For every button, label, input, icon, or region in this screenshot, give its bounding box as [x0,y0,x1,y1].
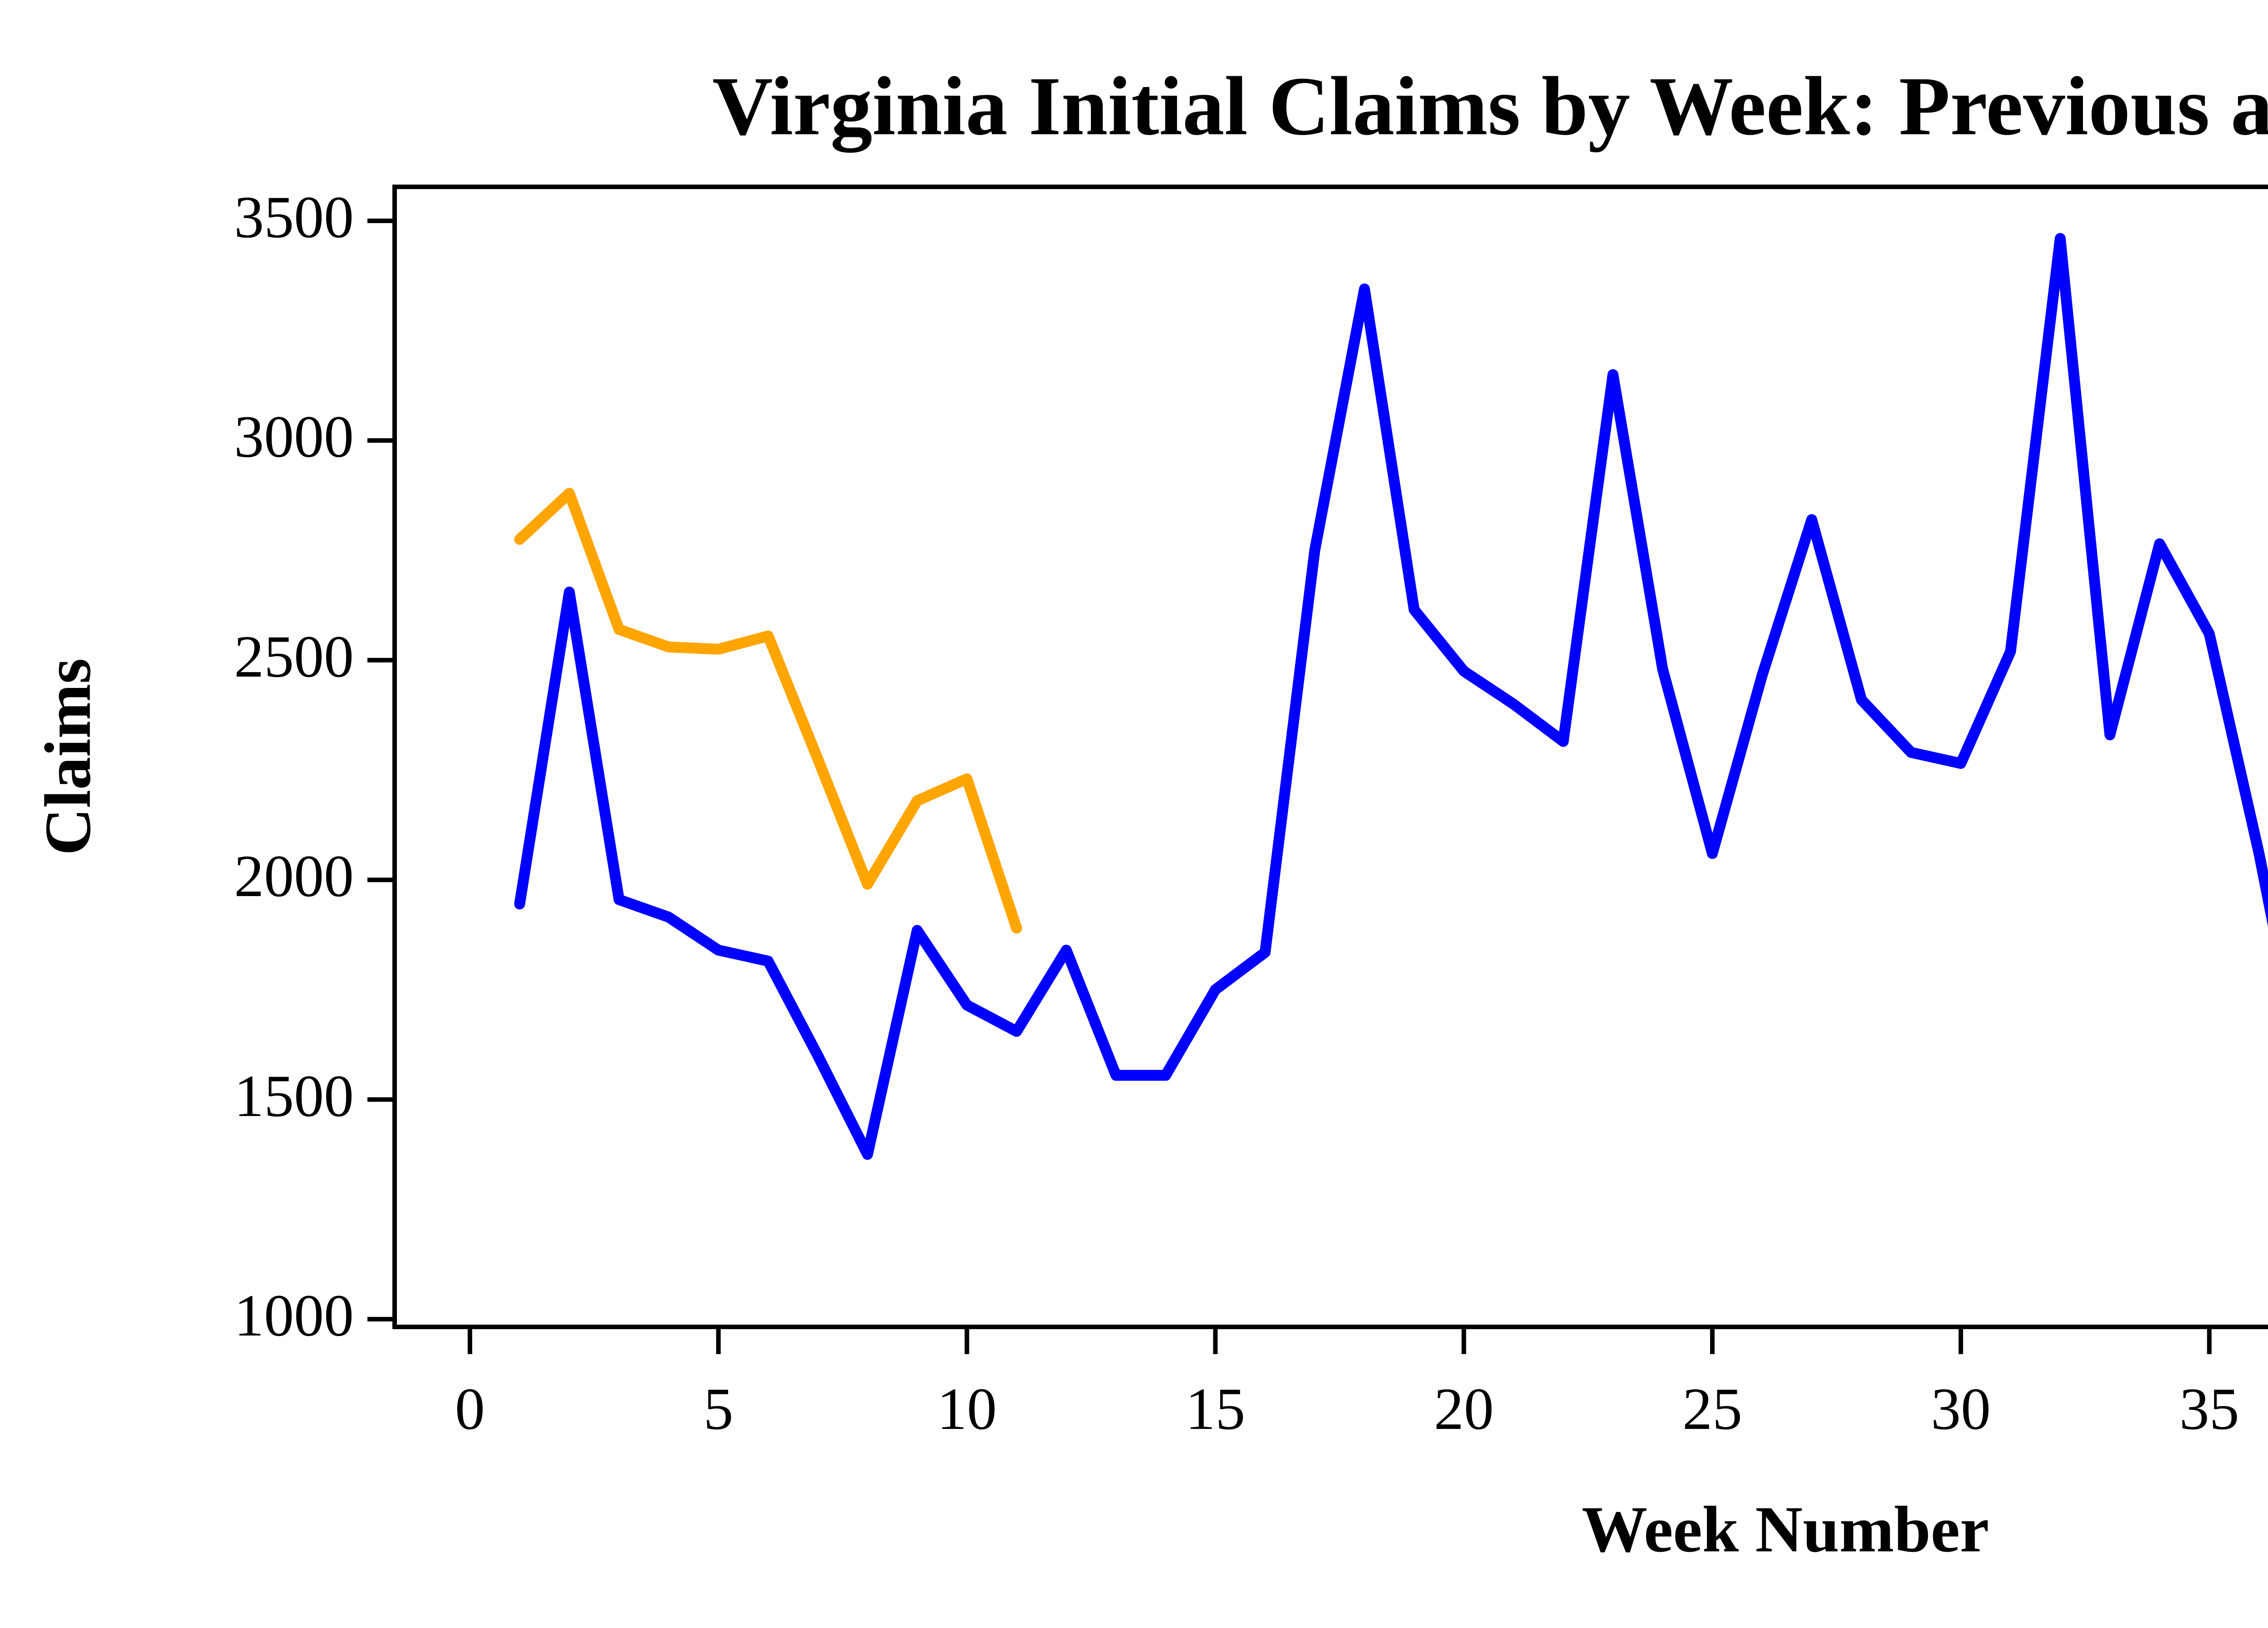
y-tick-label: 1500 [234,1062,354,1129]
y-tick-label: 3500 [234,184,354,250]
y-tick-label: 3000 [234,403,354,470]
last-year-claims-line [514,233,2268,1160]
x-tick-label: 10 [937,1375,997,1442]
x-tick-label: 30 [1931,1375,1991,1442]
x-axis-label: Week Number [1581,1493,1989,1566]
y-tick-label: 1000 [234,1282,354,1349]
axes-frame [392,185,2268,1329]
x-tick-label: 15 [1185,1375,1246,1442]
y-tick-label: 2000 [234,843,354,910]
y-tick-label: 2500 [234,623,354,690]
x-tick-label: 0 [455,1375,485,1442]
this-year-claims-line [514,487,1022,934]
x-tick-label: 20 [1434,1375,1494,1442]
chart-title: Virginia Initial Claims by Week: Previou… [712,60,2268,153]
y-axis-label: Claims [32,658,104,856]
x-tick-label: 35 [2179,1375,2239,1442]
x-tick-label: 5 [703,1375,733,1442]
x-tick-label: 25 [1682,1375,1742,1442]
